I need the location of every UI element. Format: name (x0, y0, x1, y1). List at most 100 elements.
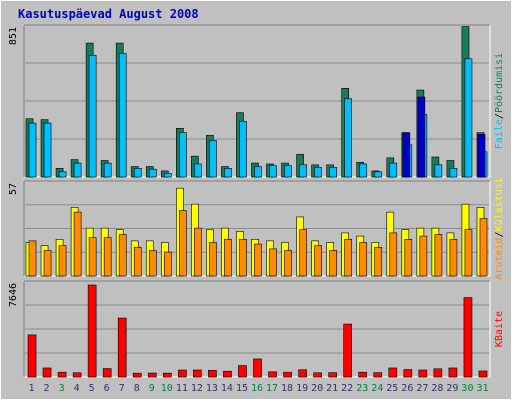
x-tick-label: 26 (401, 383, 413, 394)
bar-middle-sites (118, 234, 127, 277)
bar-bottom-kbytes (418, 369, 428, 378)
bar-middle-sites (479, 218, 488, 277)
x-tick-label: 21 (326, 383, 338, 394)
x-tick-label: 10 (161, 383, 173, 394)
bar-top-files (269, 165, 277, 178)
x-tick-label: 4 (74, 383, 80, 394)
x-tick-label: 14 (221, 383, 233, 394)
bar-top-files (239, 121, 247, 178)
bar-top-files (133, 168, 142, 178)
x-tick-label: 30 (461, 383, 473, 394)
bar-bottom-kbytes (57, 371, 67, 378)
y-max-label: 7646 (8, 283, 19, 307)
x-tick-label: 6 (104, 383, 110, 394)
x-tick-label: 29 (446, 383, 458, 394)
bar-bottom-kbytes (358, 371, 368, 378)
legend-separator: / (494, 113, 505, 119)
legend-item: Külastusi (494, 177, 505, 231)
x-tick-label: 5 (89, 383, 95, 394)
bar-bottom-kbytes (223, 370, 232, 378)
bar-middle-sites (43, 250, 52, 277)
x-axis-labels: 1 2 3 4 5 6 7 8 9 10 11 12 13 14 15 16 17 18 19 20 21 22 23 24 2… (29, 383, 489, 394)
bar-top-files (389, 162, 398, 178)
y-max-label: 851 (8, 27, 19, 45)
panel-legend: Aruteid/Külastusi (494, 177, 505, 279)
bar-middle-sites (194, 227, 202, 277)
bar-top-files (284, 165, 292, 178)
panel-bottom: 7646 KBaite (8, 280, 505, 378)
bar-middle-sites (148, 250, 157, 277)
bar-top-files (43, 122, 52, 178)
bar-bottom-kbytes (27, 334, 37, 378)
bar-middle-sites (404, 238, 413, 277)
bar-middle-sites (103, 237, 112, 277)
bar-bottom-kbytes (42, 367, 52, 378)
bar-bottom-kbytes (343, 323, 353, 378)
x-tick-label: 16 (251, 383, 263, 394)
bar-bottom-kbytes (433, 368, 443, 378)
bar-bottom-kbytes (132, 372, 142, 378)
bar-top-files (163, 173, 172, 178)
bar-bottom-kbytes (478, 370, 488, 378)
x-tick-label: 2 (44, 383, 50, 394)
x-tick-label: 23 (356, 383, 368, 394)
bar-bottom-kbytes (268, 371, 277, 378)
bar-bottom-kbytes (388, 367, 398, 378)
bar-middle-sites (329, 250, 337, 277)
bar-top-files (118, 53, 127, 178)
legend-item: Pöördumisi (494, 53, 505, 113)
bar-top-files (314, 167, 322, 178)
bar-middle-sites (284, 250, 292, 277)
bar-bottom-kbytes (72, 372, 82, 378)
bar-top-files (28, 122, 37, 178)
x-tick-label: 7 (119, 383, 125, 394)
bar-bottom-kbytes (328, 372, 337, 378)
bar-middle-sites (239, 238, 247, 277)
x-tick-label: 28 (431, 383, 443, 394)
bar-bottom-kbytes (298, 369, 307, 378)
bar-top-files (254, 166, 262, 178)
bar-middle-sites (88, 237, 97, 277)
panel-legend: KBaite (494, 311, 505, 347)
x-tick-label: 18 (281, 383, 293, 394)
x-tick-label: 31 (476, 383, 488, 394)
bar-middle-sites (254, 243, 262, 277)
bar-middle-sites (299, 229, 307, 277)
bar-middle-sites (359, 242, 368, 277)
bar-top-files (73, 162, 82, 178)
bar-top-files (88, 54, 97, 178)
x-tick-label: 25 (386, 383, 398, 394)
bar-middle-sites (374, 246, 383, 277)
bar-bottom-kbytes (193, 369, 202, 378)
bar-bottom-kbytes (147, 372, 157, 378)
bar-middle-sites (58, 245, 67, 277)
bar-bottom-kbytes (87, 284, 97, 378)
bar-top-files (434, 164, 443, 178)
bar-bottom-kbytes (373, 372, 383, 378)
bar-top-files (209, 140, 217, 178)
bar-top-files (148, 168, 157, 178)
panel-top: 851 Faile/Pöördumisi (8, 24, 505, 178)
x-tick-label: 27 (416, 383, 428, 394)
panels-layer: 851Faile/Pöördumisi57Aruteid/Külastusi76… (8, 24, 505, 378)
x-tick-label: 17 (266, 383, 278, 394)
x-tick-label: 8 (134, 383, 140, 394)
legend-item: Aruteid (494, 238, 505, 280)
x-tick-label: 24 (371, 383, 383, 394)
bar-top-hits (417, 96, 426, 178)
bar-bottom-kbytes (283, 371, 292, 378)
bar-bottom-kbytes (253, 358, 262, 378)
bar-bottom-kbytes (102, 368, 112, 378)
bar-top-files (374, 171, 383, 178)
bar-bottom-kbytes (448, 367, 458, 378)
bar-bottom-kbytes (162, 372, 172, 378)
bar-bottom-kbytes (208, 370, 217, 378)
bar-top-files (299, 164, 307, 178)
bar-top-files (344, 98, 353, 178)
bar-middle-sites (434, 234, 443, 277)
bar-middle-sites (314, 245, 322, 277)
bar-top-files (449, 168, 458, 178)
bar-middle-sites (73, 211, 82, 277)
chart-title: Kasutuspäevad August 2008 (18, 7, 199, 21)
